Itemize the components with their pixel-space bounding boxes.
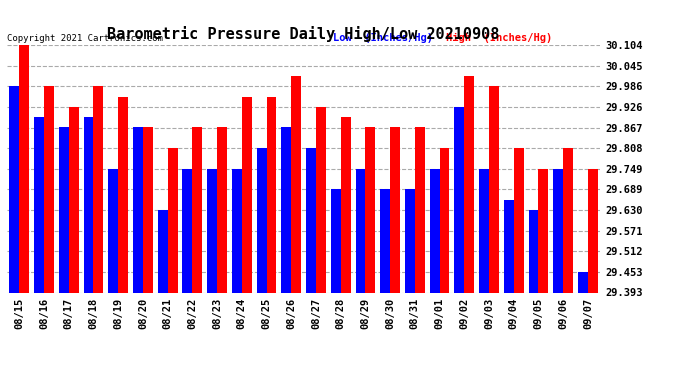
Bar [83,117,93,292]
Bar [10,86,19,292]
Bar [69,107,79,292]
Bar [430,169,440,292]
Bar [44,86,54,292]
Bar [108,169,118,292]
Bar [405,189,415,292]
Bar [341,117,351,292]
Text: Copyright 2021 Cartronics.com: Copyright 2021 Cartronics.com [7,33,163,42]
Bar [59,128,69,292]
Bar [182,169,193,292]
Bar [529,210,538,292]
Bar [19,45,29,292]
Bar [538,169,549,292]
Bar [514,148,524,292]
Bar [489,86,499,292]
Bar [331,189,341,292]
Bar [232,169,241,292]
Bar [217,128,227,292]
Bar [193,128,202,292]
Bar [168,148,177,292]
Text: Low  (Inches/Hg): Low (Inches/Hg) [333,33,433,42]
Bar [118,96,128,292]
Bar [266,96,277,292]
Bar [440,148,449,292]
Bar [415,128,425,292]
Bar [133,128,143,292]
Bar [34,117,44,292]
Bar [390,128,400,292]
Bar [241,96,252,292]
Bar [316,107,326,292]
Bar [366,128,375,292]
Bar [158,210,168,292]
Bar [455,107,464,292]
Bar [306,148,316,292]
Bar [553,169,563,292]
Bar [291,76,301,292]
Title: Barometric Pressure Daily High/Low 20210908: Barometric Pressure Daily High/Low 20210… [108,27,500,42]
Bar [207,169,217,292]
Bar [282,128,291,292]
Bar [93,86,104,292]
Bar [578,272,588,292]
Bar [588,169,598,292]
Bar [380,189,390,292]
Bar [464,76,474,292]
Bar [257,148,266,292]
Text: High  (Inches/Hg): High (Inches/Hg) [446,33,552,42]
Bar [143,128,152,292]
Bar [355,169,366,292]
Bar [563,148,573,292]
Bar [479,169,489,292]
Bar [504,200,514,292]
